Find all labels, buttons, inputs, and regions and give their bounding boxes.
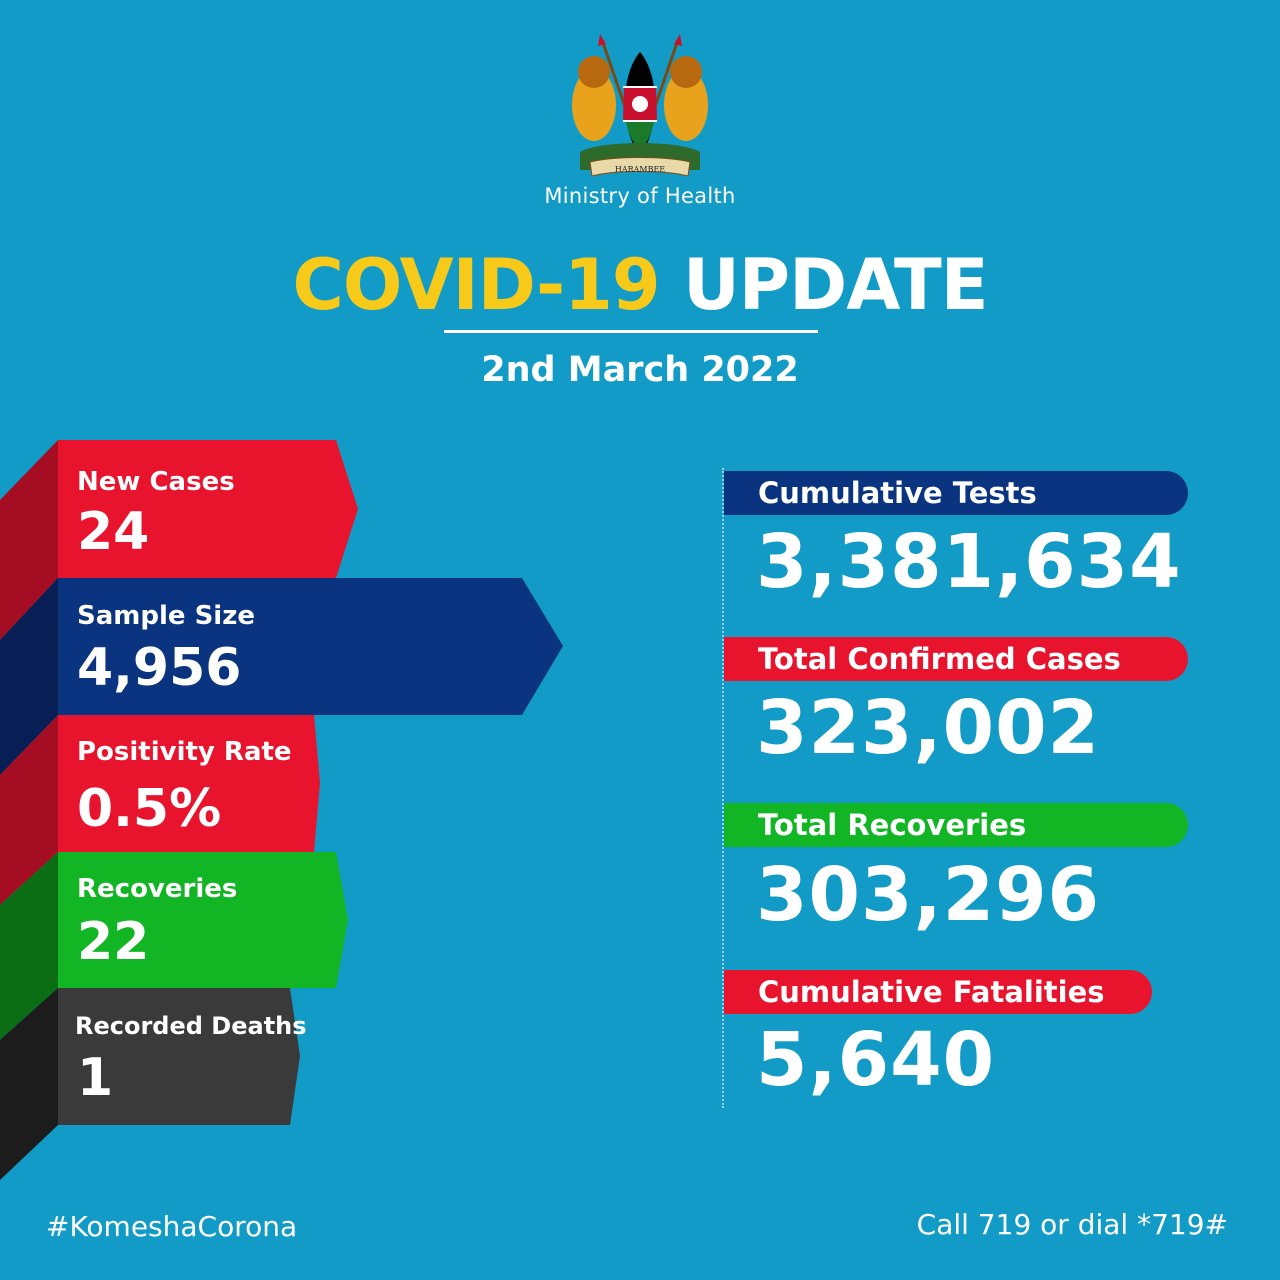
page-title: COVID-19 UPDATE [0, 240, 1280, 330]
daily-stats-ribbons [0, 440, 563, 1180]
cumulative-tests-value: 3,381,634 [756, 519, 1182, 605]
hotline-text: Call 719 or dial *719# [916, 1208, 1228, 1241]
ribbon-fold-deaths [0, 988, 58, 1180]
ribbon-fold-positivity [0, 715, 58, 905]
ribbon-positivity-rate [58, 715, 320, 852]
cumulative-fatalities-value: 5,640 [756, 1017, 996, 1103]
ribbon-fold-sample-size [0, 578, 58, 775]
total-confirmed-cases-pill: Total Confirmed Cases [724, 637, 1188, 681]
total-recoveries-pill: Total Recoveries [724, 803, 1188, 847]
ribbon-new-cases [58, 440, 358, 578]
new-cases-label: New Cases [77, 467, 235, 497]
new-cases-value: 24 [77, 502, 150, 562]
title-underline [444, 330, 818, 333]
ministry-name: Ministry of Health [544, 184, 736, 208]
panel-divider [722, 468, 724, 1108]
kenya-coat-of-arms-emblem: HARAMBEE [572, 34, 708, 177]
ribbon-recorded-deaths [58, 988, 300, 1125]
recoveries-value: 22 [77, 912, 150, 972]
title-rest: UPDATE [682, 244, 989, 326]
hashtag: #KomeshaCorona [46, 1210, 298, 1243]
ribbon-sample-size [58, 578, 563, 715]
cumulative-tests-pill: Cumulative Tests [724, 471, 1188, 515]
positivity-rate-label: Positivity Rate [77, 737, 292, 767]
cumulative-fatalities-pill: Cumulative Fatalities [724, 970, 1152, 1014]
ribbon-fold-recoveries [0, 852, 58, 1040]
svg-text:HARAMBEE: HARAMBEE [615, 165, 665, 174]
ribbon-fold-new-cases [0, 440, 58, 640]
total-confirmed-cases-value: 323,002 [756, 685, 1101, 771]
sample-size-label: Sample Size [77, 601, 255, 631]
total-recoveries-value: 303,296 [756, 852, 1101, 938]
title-highlight: COVID-19 [292, 244, 660, 326]
recorded-deaths-value: 1 [77, 1048, 114, 1108]
sample-size-value: 4,956 [77, 638, 242, 698]
positivity-rate-value: 0.5% [77, 779, 222, 839]
recorded-deaths-label: Recorded Deaths [75, 1012, 307, 1040]
recoveries-label: Recoveries [77, 874, 238, 904]
ribbon-recoveries [58, 852, 348, 988]
update-date: 2nd March 2022 [481, 350, 799, 390]
